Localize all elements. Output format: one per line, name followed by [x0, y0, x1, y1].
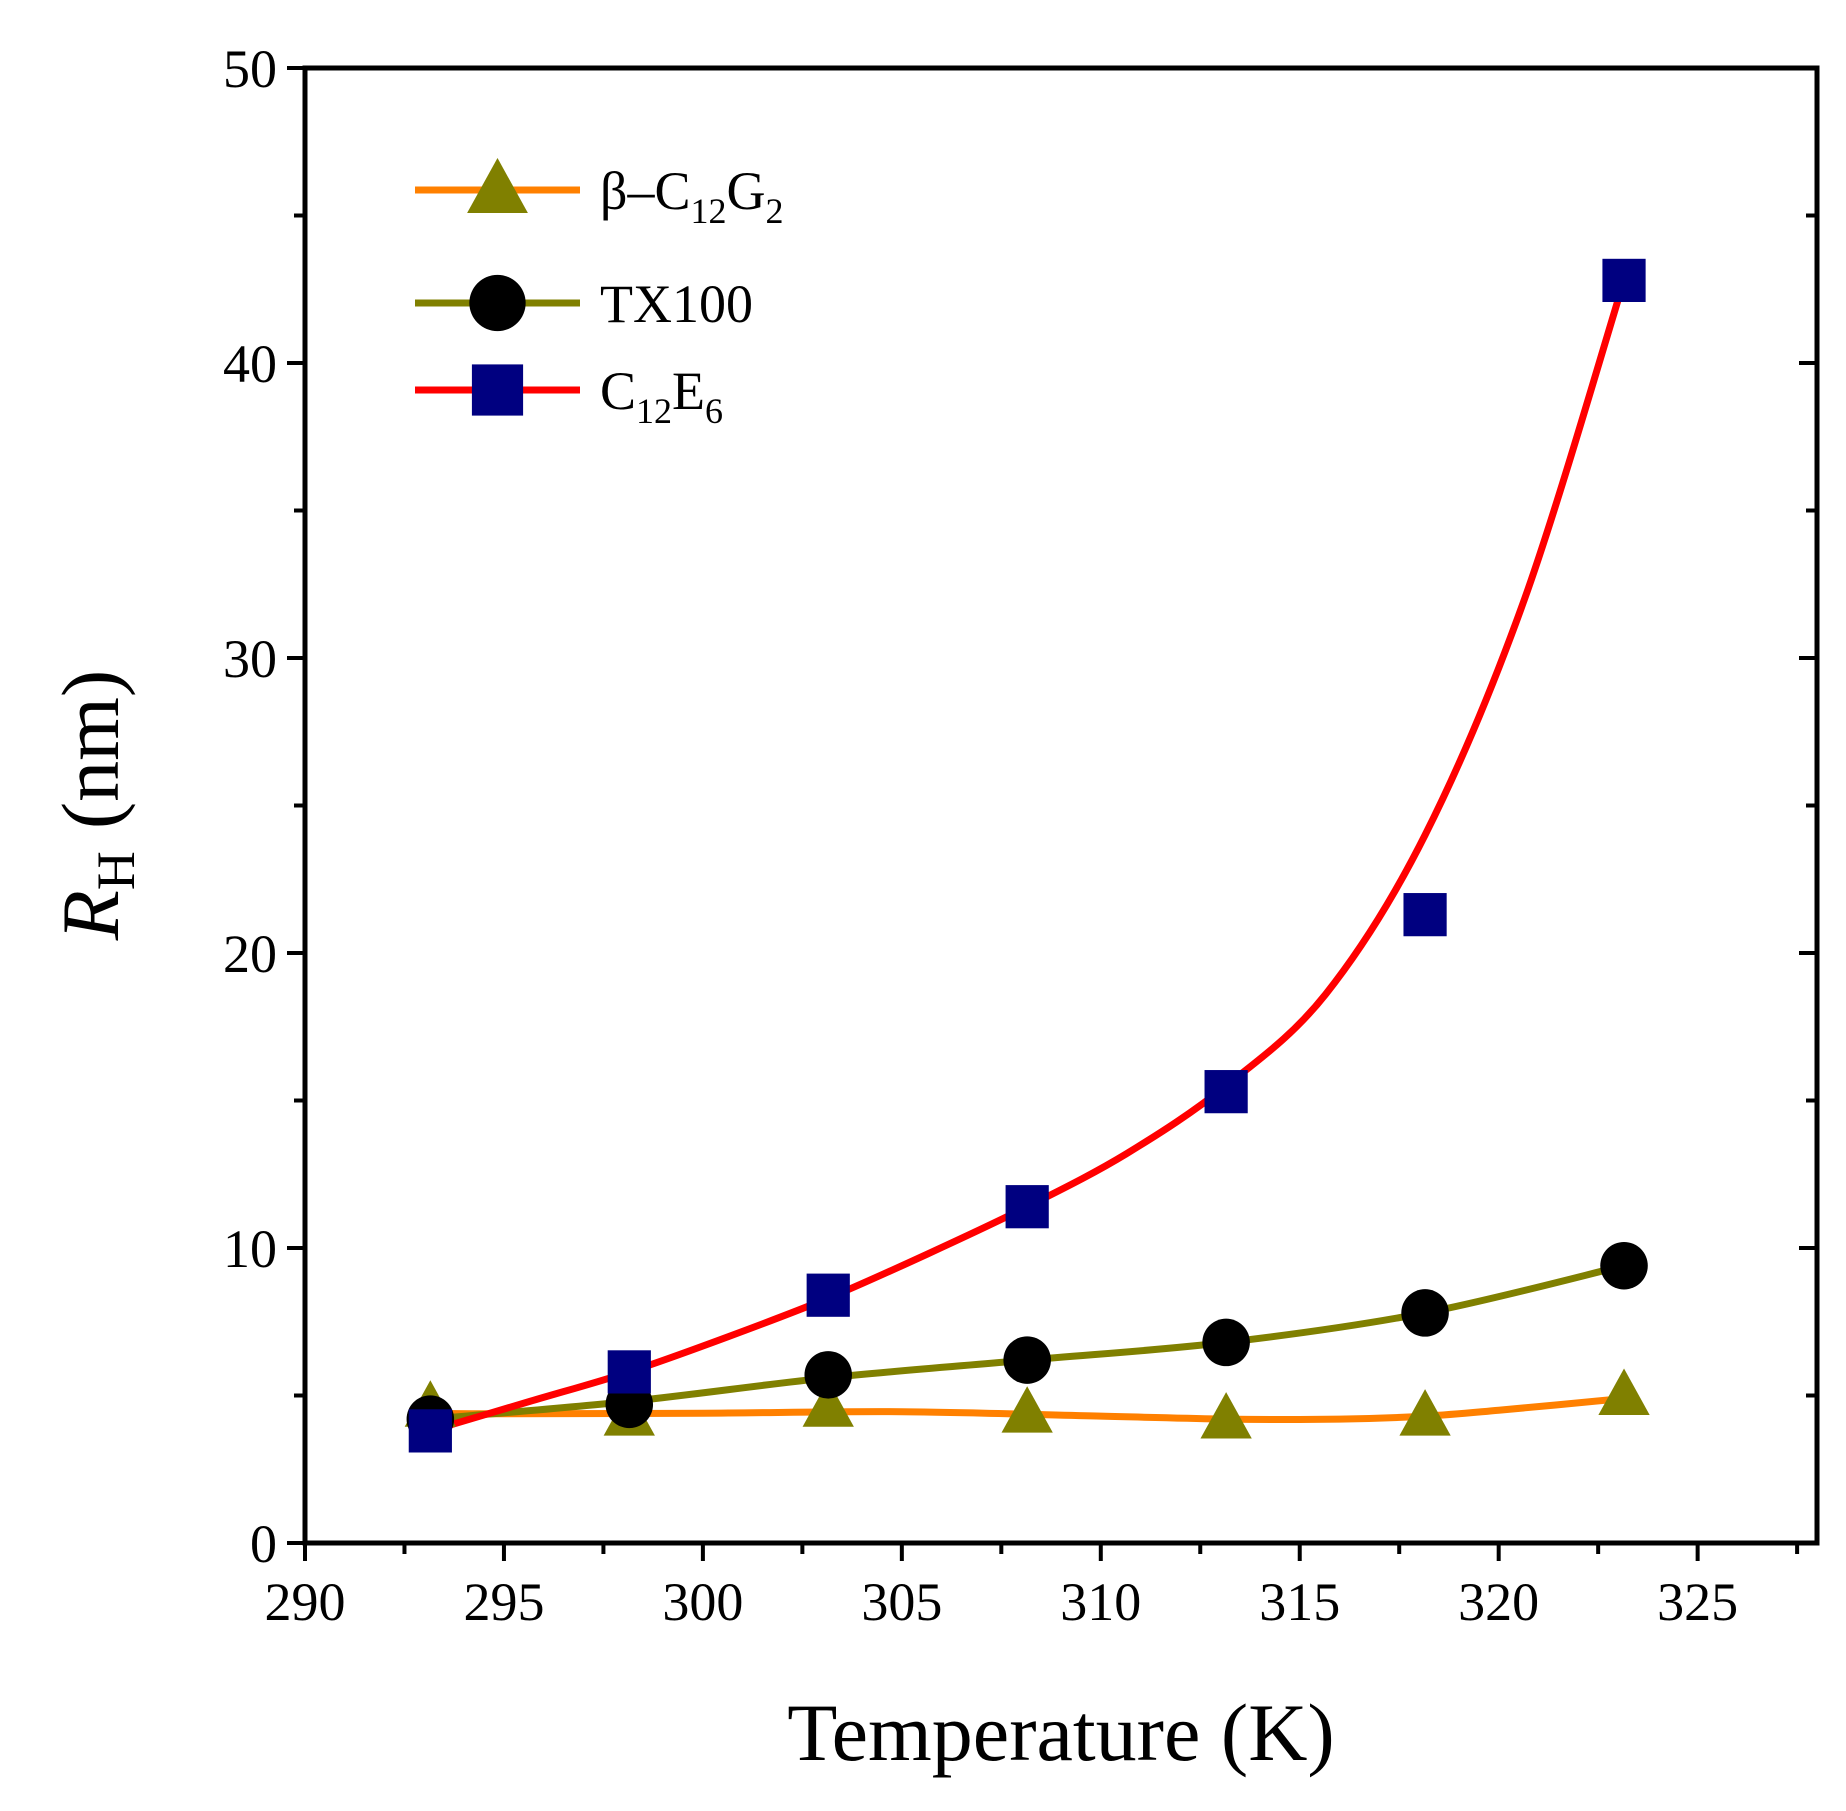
legend-label-2: C12E6: [600, 361, 723, 431]
legend-label-sub: 2: [766, 191, 784, 231]
x-tick-label: 325: [1657, 1572, 1738, 1632]
x-tick-label: 320: [1458, 1572, 1539, 1632]
data-point-1-5: [1401, 1289, 1449, 1337]
data-point-2-0: [408, 1409, 452, 1453]
y-axis-title-unit: (nm): [45, 670, 136, 829]
y-tick-label: 30: [223, 629, 277, 689]
legend-label-mid: E: [672, 361, 705, 421]
y-axis-title: RH (nm): [45, 670, 146, 942]
x-tick-label: 310: [1060, 1572, 1141, 1632]
legend-label-mid: G: [727, 161, 766, 221]
y-tick-label: 50: [223, 39, 277, 99]
fit-lines: [429, 279, 1628, 1435]
data-point-2-4: [1204, 1070, 1248, 1114]
data-point-2-5: [1403, 893, 1447, 937]
data-point-1-3: [1003, 1336, 1051, 1384]
legend-label-0: β–C12G2: [600, 161, 784, 231]
data-point-0-3: [1001, 1386, 1053, 1433]
legend-label-sub: 12: [691, 191, 727, 231]
data-markers: [404, 258, 1650, 1453]
data-point-2-1: [607, 1350, 651, 1394]
y-tick-label: 20: [223, 924, 277, 984]
data-point-2-3: [1005, 1185, 1049, 1229]
legend-label-base: β–C: [600, 161, 691, 221]
x-tick-label: 290: [265, 1572, 346, 1632]
data-point-1-4: [1202, 1318, 1250, 1367]
data-point-0-4: [1200, 1392, 1252, 1439]
legend-label-base: TX100: [600, 274, 753, 334]
data-point-1-6: [1600, 1241, 1648, 1290]
y-tick-label: 0: [250, 1514, 277, 1574]
data-point-2-6: [1602, 258, 1646, 302]
data-point-0-6: [1598, 1368, 1650, 1415]
series-line-2: [429, 279, 1628, 1435]
x-axis-title: Temperature (K): [787, 1687, 1334, 1778]
legend-label-1: TX100: [600, 274, 753, 334]
legend-marker-0: [467, 158, 528, 214]
y-tick-label: 40: [223, 334, 277, 394]
x-tick-label: 300: [662, 1572, 743, 1632]
y-axis-title-symbol: R: [45, 890, 136, 941]
legend-label-base: C: [600, 361, 636, 421]
data-point-0-2: [802, 1380, 854, 1427]
y-axis-title-subscript: H: [86, 851, 146, 890]
legend-label-sub: 6: [705, 391, 723, 431]
data-point-0-5: [1399, 1389, 1451, 1436]
axis-ticks: [287, 66, 1817, 1561]
plot-frame: [302, 65, 1820, 1546]
legend-marker-2: [471, 364, 524, 416]
data-point-1-2: [804, 1351, 852, 1399]
legend-marker-1: [469, 274, 526, 332]
data-point-2-2: [806, 1273, 850, 1317]
x-tick-label: 305: [861, 1572, 942, 1632]
y-tick-label: 10: [223, 1219, 277, 1279]
tick-labels: 290 295 300 305 310 315 320 325 0 10 20 30 40 50: [223, 39, 1738, 1632]
x-tick-label: 315: [1259, 1572, 1340, 1632]
x-tick-label: 295: [463, 1572, 544, 1632]
legend-label-sub: 12: [636, 391, 672, 431]
